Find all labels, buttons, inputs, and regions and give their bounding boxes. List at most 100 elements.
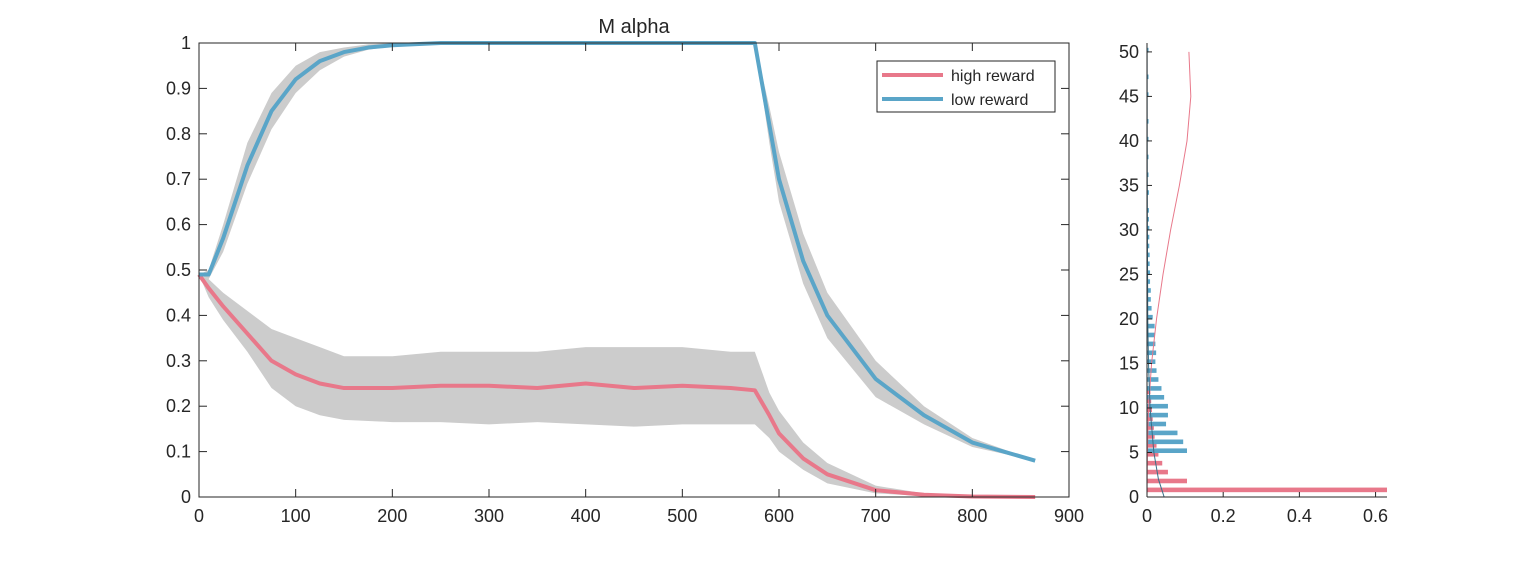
hist-bar <box>1147 270 1151 275</box>
hist-bar <box>1147 190 1149 195</box>
hist-bar <box>1147 243 1150 249</box>
hist-bar <box>1147 448 1187 454</box>
x-tick-label: 900 <box>1054 506 1084 526</box>
hist-bar <box>1147 136 1149 142</box>
hist-bar <box>1147 403 1168 409</box>
hist-y-tick-label: 10 <box>1119 398 1139 418</box>
x-tick-label: 100 <box>281 506 311 526</box>
histogram-fit-curves <box>1146 51 1192 498</box>
main-line-chart: M alpha 0 100 200 300 400 500 600 700 800 900 0 0.… <box>166 16 1084 526</box>
hist-bar <box>1147 377 1159 382</box>
side-histogram: 0 0.2 0.4 0.6 0 5 10 15 20 25 30 35 40 45 50 <box>1119 42 1388 526</box>
main-x-axis: 0 100 200 300 400 500 600 700 800 900 <box>194 43 1084 526</box>
x-tick-label: 800 <box>957 506 987 526</box>
hist-x-tick-label: 0.2 <box>1211 506 1236 526</box>
hist-bar <box>1147 421 1167 427</box>
legend-box <box>876 60 1056 113</box>
hist-bar <box>1147 154 1149 160</box>
band-1 <box>199 43 1036 461</box>
legend-label-low-reward: low reward <box>951 92 1028 109</box>
hist-bar <box>1147 234 1150 240</box>
hist-bar <box>1147 47 1149 53</box>
x-tick-label: 400 <box>571 506 601 526</box>
histogram-axes <box>1146 43 1387 498</box>
hist-bar <box>1147 261 1150 267</box>
hist-y-tick-label: 15 <box>1119 353 1139 373</box>
x-tick-label: 300 <box>474 506 504 526</box>
legend-label-high-reward: high reward <box>951 68 1035 85</box>
hist-y-tick-label: 35 <box>1119 175 1139 195</box>
hist-bar <box>1147 487 1387 493</box>
y-tick-label: 0.6 <box>166 215 191 235</box>
hist-fit-curve-0 <box>1146 51 1192 498</box>
hist-bar <box>1147 451 1159 457</box>
y-tick-label: 0.3 <box>166 351 191 371</box>
hist-y-tick-label: 25 <box>1119 264 1139 284</box>
legend: high reward low reward <box>876 60 1056 113</box>
hist-bar <box>1147 394 1165 400</box>
hist-bar <box>1147 478 1187 484</box>
hist-y-tick-label: 30 <box>1119 220 1139 240</box>
histogram-bars <box>1147 47 1387 493</box>
hist-bar <box>1147 430 1178 436</box>
hist-x-tick-label: 0 <box>1142 506 1152 526</box>
y-tick-label: 0.8 <box>166 124 191 144</box>
hist-bar <box>1147 425 1154 430</box>
x-tick-label: 600 <box>764 506 794 526</box>
x-tick-label: 0 <box>194 506 204 526</box>
y-tick-label: 0.5 <box>166 260 191 280</box>
hist-bar <box>1147 332 1155 338</box>
y-tick-label: 0.1 <box>166 442 191 462</box>
hist-bar <box>1147 288 1151 293</box>
hist-bar <box>1147 216 1149 222</box>
hist-y-tick-label: 40 <box>1119 131 1139 151</box>
hist-bar <box>1147 416 1153 421</box>
hist-y-tick-label: 20 <box>1119 309 1139 329</box>
histogram-y-axis: 0 5 10 15 20 25 30 35 40 45 50 <box>1119 42 1152 507</box>
hist-bar <box>1147 297 1151 302</box>
y-tick-label: 1 <box>181 33 191 53</box>
hist-bar <box>1147 225 1150 231</box>
y-tick-label: 0.7 <box>166 169 191 189</box>
hist-bar <box>1147 460 1163 466</box>
hist-bar <box>1147 314 1153 320</box>
hist-bar <box>1147 92 1149 97</box>
hist-y-tick-label: 45 <box>1119 86 1139 106</box>
hist-bar <box>1147 368 1157 373</box>
hist-bar <box>1147 74 1149 80</box>
x-tick-label: 200 <box>377 506 407 526</box>
hist-bar <box>1147 279 1151 284</box>
hist-bar <box>1147 386 1162 391</box>
hist-bar <box>1147 341 1156 347</box>
chart-title: M alpha <box>598 16 670 38</box>
y-tick-label: 0 <box>181 487 191 507</box>
hist-bar <box>1147 323 1155 329</box>
hist-bar <box>1147 389 1151 395</box>
hist-bar <box>1147 208 1149 213</box>
series-line-0 <box>197 273 1036 499</box>
hist-bar <box>1147 434 1155 439</box>
hist-y-tick-label: 0 <box>1129 487 1139 507</box>
histogram-x-axis: 0 0.2 0.4 0.6 <box>1142 492 1388 526</box>
hist-bar <box>1147 412 1168 418</box>
y-tick-label: 0.9 <box>166 78 191 98</box>
hist-bar <box>1147 305 1152 311</box>
y-tick-label: 0.4 <box>166 305 191 325</box>
hist-x-tick-label: 0.6 <box>1363 506 1388 526</box>
hist-bar <box>1147 359 1156 364</box>
hist-bar <box>1147 443 1157 448</box>
y-tick-label: 0.2 <box>166 396 191 416</box>
x-tick-label: 700 <box>861 506 891 526</box>
hist-bar <box>1147 252 1150 258</box>
hist-x-tick-label: 0.4 <box>1287 506 1312 526</box>
x-tick-label: 500 <box>667 506 697 526</box>
hist-bar <box>1147 407 1152 413</box>
hist-y-tick-label: 50 <box>1119 42 1139 62</box>
hist-bar <box>1147 439 1184 445</box>
hist-bar <box>1147 119 1149 124</box>
hist-bar <box>1147 350 1157 356</box>
main-y-axis: 0 0.1 0.2 0.3 0.4 0.5 0.6 0.7 0.8 0.9 1 <box>166 33 1069 507</box>
hist-y-tick-label: 5 <box>1129 442 1139 462</box>
